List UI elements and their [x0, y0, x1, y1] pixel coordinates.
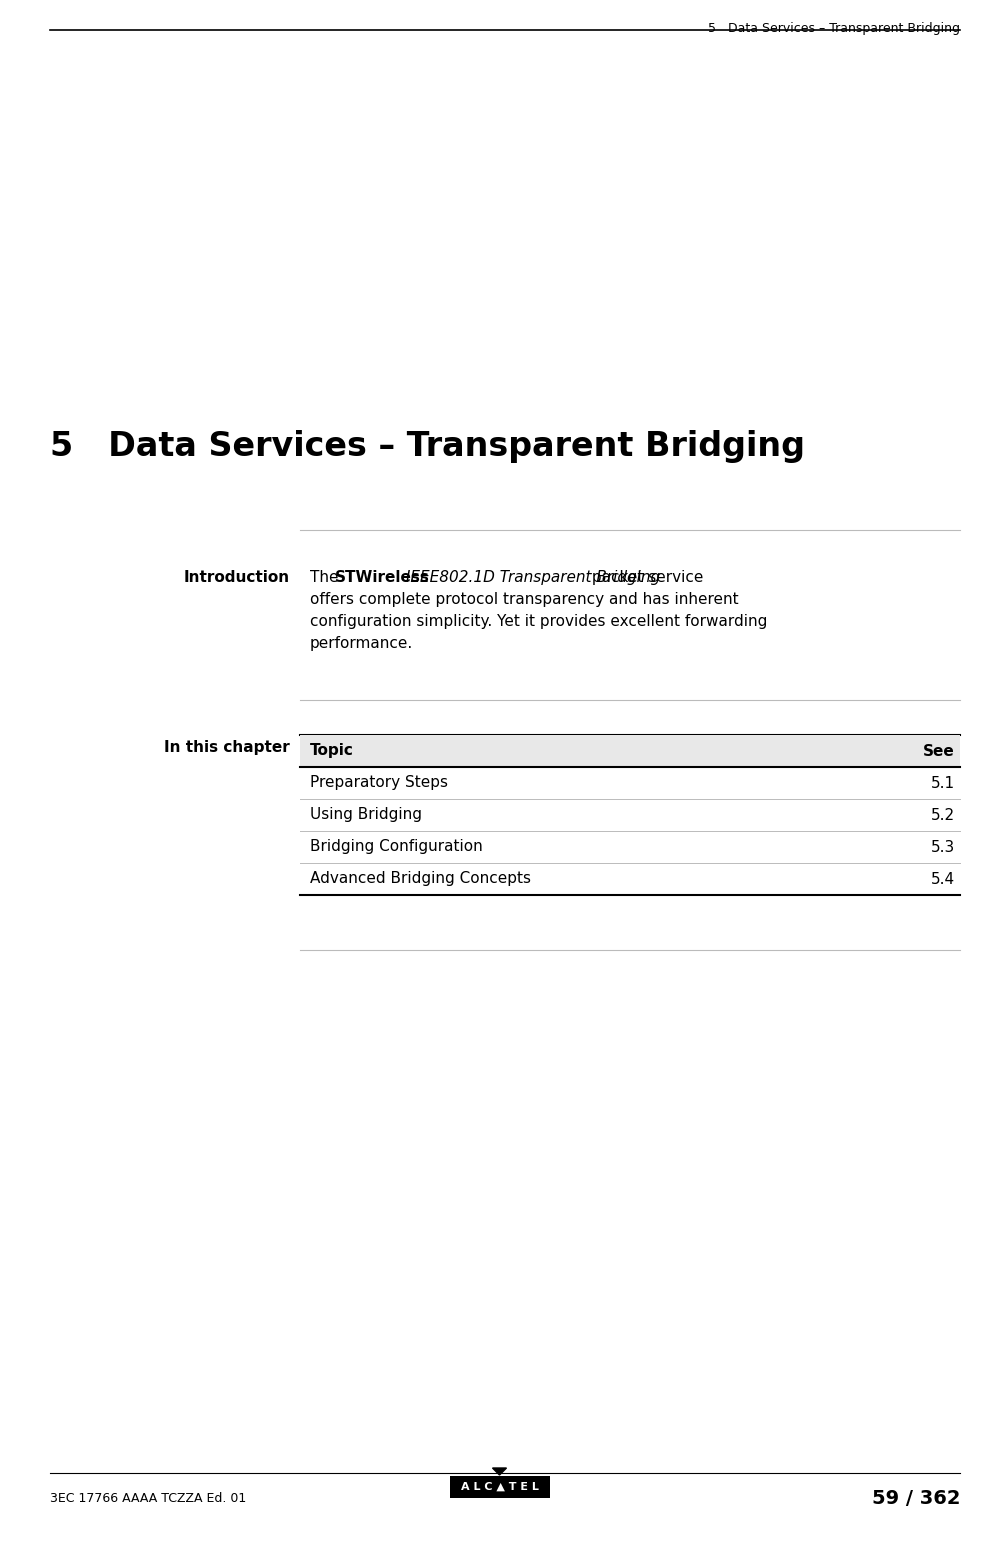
Text: 5.1: 5.1 [931, 776, 955, 790]
Text: Using Bridging: Using Bridging [310, 807, 422, 822]
Text: 5.4: 5.4 [931, 872, 955, 887]
Text: 5.3: 5.3 [931, 839, 955, 855]
Polygon shape [493, 1467, 506, 1475]
Text: Advanced Bridging Concepts: Advanced Bridging Concepts [310, 872, 531, 887]
Text: STWireless: STWireless [336, 569, 431, 585]
Text: 5.2: 5.2 [931, 807, 955, 822]
Bar [450, 1477, 549, 1498]
Text: 3EC 17766 AAAA TCZZA Ed. 01: 3EC 17766 AAAA TCZZA Ed. 01 [50, 1492, 246, 1504]
Text: In this chapter: In this chapter [164, 741, 290, 755]
Text: packet service: packet service [586, 569, 703, 585]
Text: See: See [923, 744, 955, 759]
Text: Introduction: Introduction [184, 569, 290, 585]
Text: IEEE802.1D Transparent Bridging: IEEE802.1D Transparent Bridging [402, 569, 660, 585]
Text: Bridging Configuration: Bridging Configuration [310, 839, 483, 855]
Text: 5   Data Services – Transparent Bridging: 5 Data Services – Transparent Bridging [708, 22, 960, 35]
Text: Preparatory Steps: Preparatory Steps [310, 776, 448, 790]
Text: Topic: Topic [310, 744, 354, 759]
Text: A L C ▲ T E L: A L C ▲ T E L [461, 1481, 538, 1492]
Text: configuration simplicity. Yet it provides excellent forwarding: configuration simplicity. Yet it provide… [310, 614, 767, 630]
Text: 5   Data Services – Transparent Bridging: 5 Data Services – Transparent Bridging [50, 430, 805, 463]
Text: The: The [310, 569, 344, 585]
Text: 59 / 362: 59 / 362 [871, 1489, 960, 1508]
Text: performance.: performance. [310, 636, 414, 651]
Text: offers complete protocol transparency and has inherent: offers complete protocol transparency an… [310, 593, 738, 606]
Bar [300, 734, 960, 767]
